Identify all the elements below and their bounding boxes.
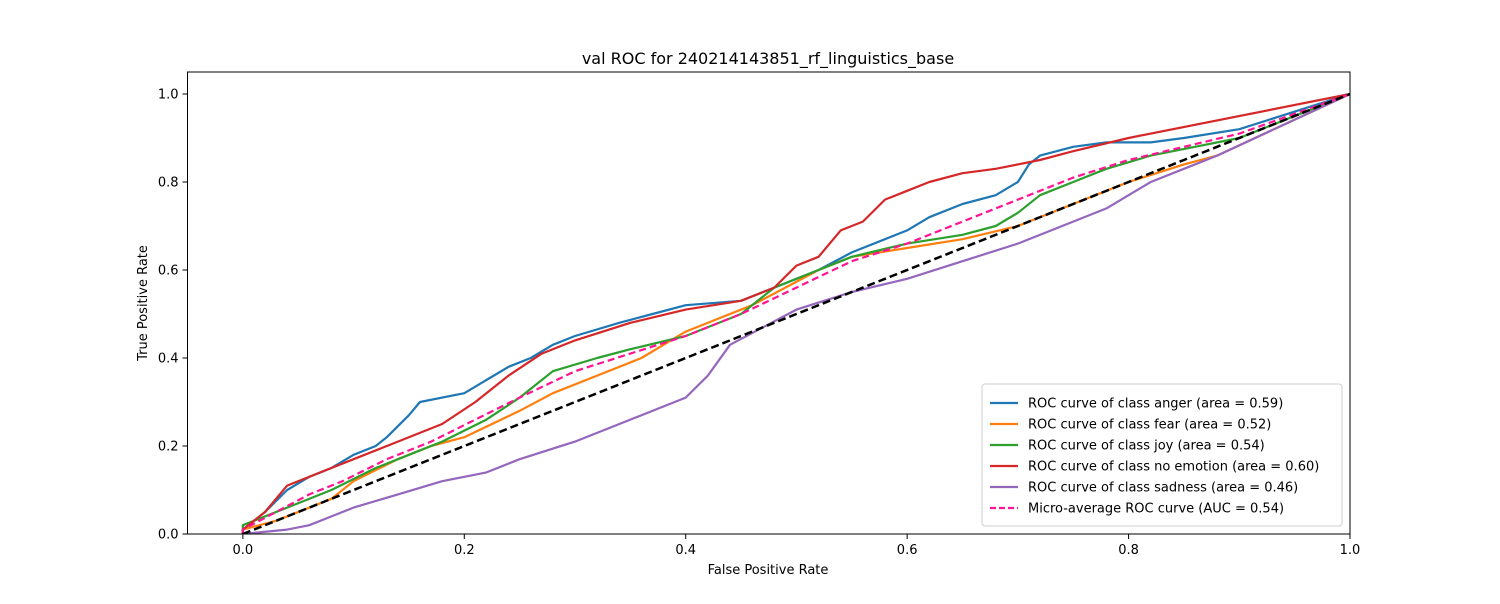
chart-title: val ROC for 240214143851_rf_linguistics_… — [582, 49, 954, 69]
chance-line — [242, 92, 1350, 534]
legend-label: ROC curve of class joy (area = 0.54) — [1028, 439, 1265, 454]
legend-label: ROC curve of class sadness (area = 0.46) — [1028, 481, 1298, 496]
y-axis-label: True Positive Rate — [136, 245, 151, 362]
y-tick-label: 0.4 — [158, 352, 179, 367]
y-tick-label: 0.0 — [158, 528, 179, 543]
x-tick-label: 0.6 — [897, 543, 918, 558]
series-line-3 — [241, 92, 1350, 534]
x-axis-label: False Positive Rate — [708, 563, 829, 578]
legend-label: ROC curve of class anger (area = 0.59) — [1028, 397, 1283, 412]
series-line-5 — [241, 92, 1350, 534]
x-tick-label: 0.8 — [1118, 543, 1139, 558]
legend-box — [981, 383, 1343, 527]
x-tick-label: 0.2 — [454, 543, 475, 558]
y-tick-label: 0.8 — [158, 176, 179, 191]
series-line-2 — [241, 92, 1350, 534]
plot-frame — [187, 71, 1351, 535]
x-tick-label: 0.4 — [675, 543, 696, 558]
series-line-4 — [242, 93, 1350, 534]
y-tick-label: 1.0 — [158, 88, 179, 103]
series-line-0 — [241, 92, 1350, 534]
legend-label: ROC curve of class no emotion (area = 0.… — [1028, 460, 1319, 475]
y-tick-label: 0.6 — [158, 264, 179, 279]
x-tick-label: 1.0 — [1340, 543, 1361, 558]
x-tick-label: 0.0 — [233, 543, 254, 558]
legend: ROC curve of class anger (area = 0.59) RO… — [981, 383, 1343, 527]
y-tick-label: 0.2 — [158, 440, 179, 455]
series-layer — [241, 92, 1350, 534]
x-axis: 0.0 0.2 0.4 0.6 0.8 1.0 — [233, 534, 1361, 558]
legend-label: Micro-average ROC curve (AUC = 0.54) — [1028, 502, 1284, 517]
legend-label: ROC curve of class fear (area = 0.52) — [1028, 418, 1271, 433]
y-axis: 0.0 0.2 0.4 0.6 0.8 1.0 — [158, 88, 188, 543]
